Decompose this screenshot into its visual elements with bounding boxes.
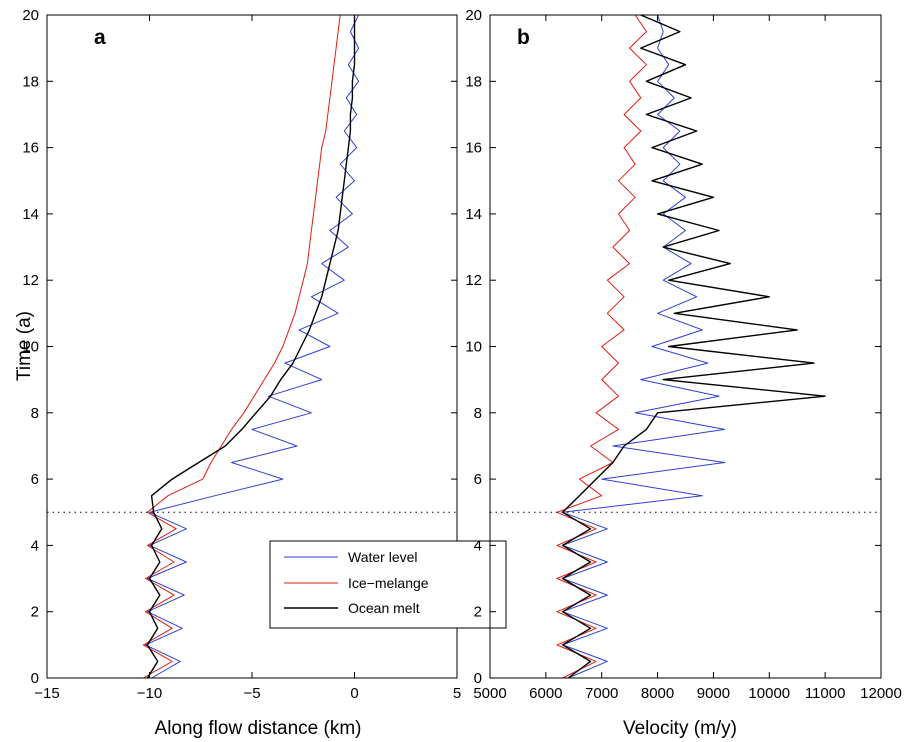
legend-box: [269, 540, 507, 629]
panel-b-ticks: 5000 6000 7000 8000 9000 10000 11000 12000 0 2 4 6 8…: [465, 7, 902, 702]
panel-a-ytick-label-2: 2: [31, 604, 39, 621]
legend-label-ocean-melt: Ocean melt: [348, 600, 420, 616]
panel-b-ytick-label-0: 0: [474, 670, 482, 687]
panel-b-xtick-label-9000: 9000: [697, 685, 730, 702]
panel-b-ytick-label-16: 16: [465, 140, 482, 157]
panel-b-ytick-label-2: 2: [474, 604, 482, 621]
panel-b-xtick-label-6000: 6000: [529, 685, 562, 702]
panel-a-ticks: −15 −10 −5 0 5 0 2 4 6 8 10 12 14 16 18 20: [22, 7, 461, 702]
panel-a-line-ice-melange: [142, 14, 341, 679]
panel-a-ytick-label-0: 0: [31, 670, 39, 687]
panel-a-ytick-label-16: 16: [22, 140, 39, 157]
panel-b-letter: b: [517, 26, 530, 49]
legend-label-water-level: Water level: [348, 549, 418, 565]
panel-a-series: [142, 14, 360, 679]
panel-a-xtick-label-0: 0: [350, 685, 358, 702]
panel-b-ytick-label-14: 14: [465, 206, 482, 223]
panel-a-xlabel: Along flow distance (km): [155, 718, 362, 739]
panel-b-xtick-label-10000: 10000: [748, 685, 790, 702]
panel-a-ytick-label-12: 12: [22, 272, 39, 289]
panel-b-series: [556, 14, 826, 679]
panel-b-ytick-label-8: 8: [474, 405, 482, 422]
panel-b-line-water-level: [562, 14, 726, 679]
legend: Water level Ice−melange Ocean melt: [269, 540, 507, 629]
panel-b-ytick-label-10: 10: [465, 339, 482, 356]
panel-a-ytick-label-20: 20: [22, 7, 39, 24]
panel-a-ytick-label-10: 10: [22, 339, 39, 356]
legend-label-ice-melange: Ice−melange: [348, 575, 429, 591]
panel-a-ytick-label-6: 6: [31, 471, 39, 488]
legend-entry-ocean-melt: Ocean melt: [284, 600, 420, 616]
panel-a-ylabel: Time (a): [14, 311, 35, 381]
panel-b: 5000 6000 7000 8000 9000 10000 11000 12000 0 2 4 6 8…: [465, 7, 902, 739]
panel-b-xtick-label-12000: 12000: [860, 685, 902, 702]
panel-b-xtick-label-11000: 11000: [805, 685, 846, 702]
panel-b-xtick-label-5000: 5000: [473, 685, 506, 702]
panel-a-ytick-label-4: 4: [31, 537, 39, 554]
panel-a-xtick-label-15: −15: [34, 685, 59, 702]
panel-a-ytick-label-18: 18: [22, 73, 39, 90]
panel-a-letter: a: [94, 26, 106, 49]
panel-b-ytick-label-20: 20: [465, 7, 482, 24]
panel-b-ytick-label-4: 4: [474, 537, 482, 554]
legend-entry-water-level: Water level: [284, 549, 418, 565]
panel-b-xtick-label-8000: 8000: [641, 685, 674, 702]
panel-a-line-ocean-melt: [146, 15, 356, 679]
panel-a-ytick-label-14: 14: [22, 206, 39, 223]
panel-b-line-ocean-melt: [561, 14, 826, 679]
legend-entry-ice-melange: Ice−melange: [284, 575, 429, 591]
panel-a-ytick-label-8: 8: [31, 405, 39, 422]
panel-a-xtick-label-5: −5: [243, 685, 260, 702]
panel-a-xtick-label-10: −10: [137, 685, 162, 702]
panel-b-ytick-label-12: 12: [465, 272, 482, 289]
panel-a-xtick-label-5: 5: [453, 685, 461, 702]
panel-b-line-ice-melange: [556, 14, 647, 679]
panel-b-ytick-label-18: 18: [465, 73, 482, 90]
panel-b-xlabel: Velocity (m/y): [623, 718, 737, 739]
panel-a-line-water-level: [144, 14, 360, 679]
panel-b-xtick-label-7000: 7000: [585, 685, 618, 702]
panel-b-ytick-label-6: 6: [474, 471, 482, 488]
